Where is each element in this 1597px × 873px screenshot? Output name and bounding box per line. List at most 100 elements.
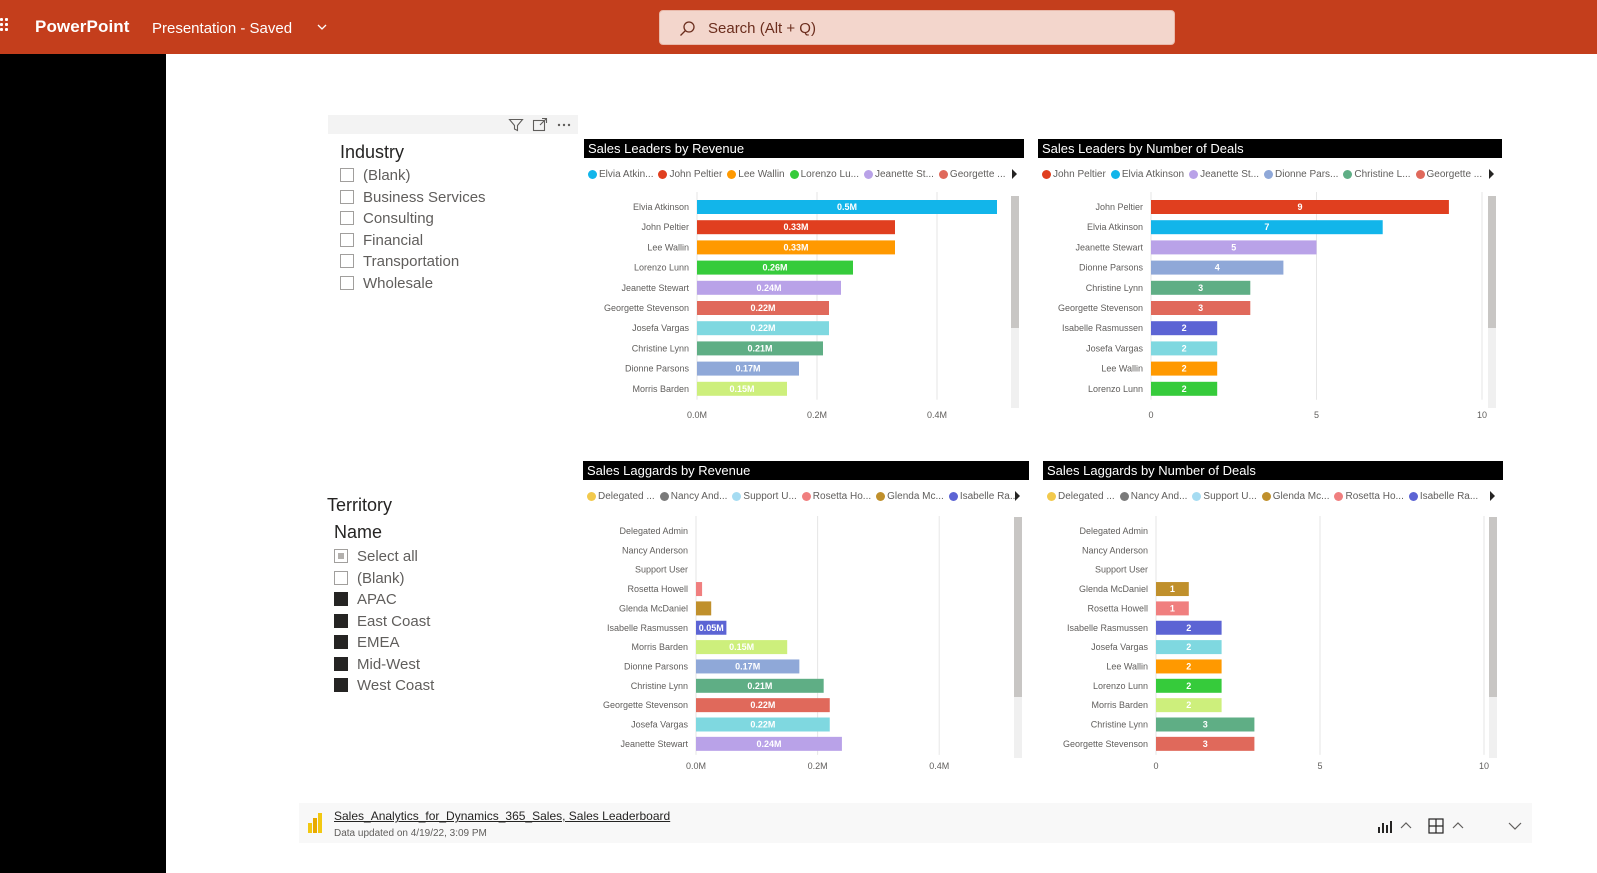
legend-item[interactable]: Glenda Mc... [876,491,944,502]
territory-option[interactable]: (Blank) [334,568,405,588]
app-name[interactable]: PowerPoint [35,17,130,36]
scrollbar-thumb[interactable] [1011,196,1019,328]
legend-item[interactable]: Delegated ... [1047,491,1115,502]
bar[interactable] [696,659,800,674]
bar[interactable] [1151,361,1218,376]
checkbox[interactable] [334,571,348,585]
bar[interactable] [697,321,829,336]
bar[interactable] [696,620,727,635]
industry-option[interactable]: Consulting [340,208,434,228]
bar[interactable] [696,640,788,655]
bar[interactable] [697,200,997,214]
checkbox[interactable] [340,190,354,204]
legend-item[interactable]: Nancy And... [659,491,727,502]
scrollbar-thumb[interactable] [1489,517,1497,697]
legend-item[interactable]: Support U... [732,491,797,502]
focus-mode-icon[interactable] [532,117,548,133]
legend-item[interactable]: Rosetta Ho... [801,491,871,502]
bar[interactable] [1156,659,1222,674]
legend-item[interactable]: John Peltier [658,169,722,180]
checkbox[interactable] [340,233,354,247]
bar[interactable] [1151,381,1218,396]
checkbox[interactable] [334,635,348,649]
bar[interactable] [1156,678,1222,693]
sales-leaders-deals-chart[interactable]: Sales Leaders by Number of Deals John Pel… [1038,139,1502,429]
chart-plot[interactable]: 0 5 10 John Peltier 9 Elvia Atkinson 7 Jeanette… [1038,139,1502,429]
sales-leaders-revenue-chart[interactable]: Sales Leaders by Revenue Elvia Atkin... Jo… [584,139,1024,429]
bar[interactable] [697,301,829,315]
legend-item[interactable]: Elvia Atkin... [588,169,653,180]
industry-option[interactable]: Wholesale [340,273,433,293]
industry-option[interactable]: (Blank) [340,165,411,185]
bar[interactable] [1151,280,1251,295]
chevron-down-icon[interactable] [1506,817,1524,835]
legend-item[interactable]: Delegated ... [587,491,655,502]
legend-item[interactable]: Lee Wallin [727,169,785,180]
legend-next-arrow[interactable] [1015,491,1020,501]
chevron-down-icon[interactable] [316,21,328,33]
territory-option[interactable]: APAC [334,589,397,609]
layout-icon[interactable] [1427,817,1445,835]
chart-plot[interactable]: 0 5 10 Delegated Admin Nancy Anderson Support… [1043,461,1503,781]
bar[interactable] [1156,601,1189,616]
legend-item[interactable]: Support U... [1192,491,1257,502]
bar[interactable] [697,381,787,396]
checkbox[interactable] [334,614,348,628]
legend-next-arrow[interactable] [1490,491,1495,501]
bar[interactable] [1151,341,1218,356]
bar[interactable] [1156,640,1222,655]
bar[interactable] [696,582,703,597]
bar[interactable] [696,698,830,713]
legend-next-arrow[interactable] [1489,169,1494,179]
bar[interactable] [1156,698,1222,713]
bar[interactable] [1151,260,1284,275]
industry-option[interactable]: Financial [340,230,423,250]
bar[interactable] [697,341,823,356]
chevron-up-icon[interactable] [1397,817,1415,835]
chart-plot[interactable]: 0.0M 0.2M 0.4M Delegated Admin Nancy Anderso… [583,461,1029,781]
sales-laggards-revenue-chart[interactable]: Sales Laggards by Revenue Delegated ... Na… [583,461,1029,781]
bar[interactable] [696,736,842,751]
bar[interactable] [1156,620,1222,635]
legend-item[interactable]: Isabelle Ra... [1408,491,1478,502]
chevron-up-icon[interactable] [1449,817,1467,835]
bar[interactable] [1151,200,1449,214]
app-launcher-icon[interactable] [0,18,10,36]
legend-item[interactable]: Elvia Atkinson [1110,169,1184,180]
legend-item[interactable]: Jeanette St... [1189,169,1259,180]
legend-next-arrow[interactable] [1012,169,1017,179]
checkbox[interactable] [334,592,348,606]
filter-icon[interactable] [508,117,524,133]
legend-item[interactable]: Nancy And... [1119,491,1187,502]
legend-item[interactable]: John Peltier [1042,169,1106,180]
more-options-icon[interactable] [556,117,572,133]
legend-item[interactable]: Dionne Pars... [1264,169,1338,180]
checkbox[interactable] [340,276,354,290]
legend-item[interactable]: Rosetta Ho... [1334,491,1404,502]
industry-option[interactable]: Transportation [340,251,459,271]
bar[interactable] [1156,582,1189,597]
territory-option[interactable]: EMEA [334,632,400,652]
bar[interactable] [1156,717,1255,732]
legend-item[interactable]: Christine L... [1343,169,1411,180]
legend-item[interactable]: Jeanette St... [863,169,934,180]
legend-item[interactable]: Georgette ... [1415,169,1482,180]
bar[interactable] [1151,321,1218,336]
territory-option[interactable]: West Coast [334,675,434,695]
checkbox[interactable] [334,549,348,563]
checkbox[interactable] [340,211,354,225]
checkbox[interactable] [340,168,354,182]
bar[interactable] [696,678,824,693]
report-link[interactable]: Sales_Analytics_for_Dynamics_365_Sales, … [334,809,671,823]
vertical-scrollbar[interactable] [1489,517,1497,758]
bar-chart-icon[interactable] [1376,817,1394,835]
checkbox[interactable] [334,657,348,671]
bar[interactable] [1156,736,1255,751]
bar[interactable] [697,280,841,295]
bar[interactable] [697,220,895,235]
scrollbar-thumb[interactable] [1014,517,1022,697]
checkbox[interactable] [334,678,348,692]
bar[interactable] [1151,220,1383,235]
industry-option[interactable]: Business Services [340,187,486,207]
vertical-scrollbar[interactable] [1488,196,1496,408]
